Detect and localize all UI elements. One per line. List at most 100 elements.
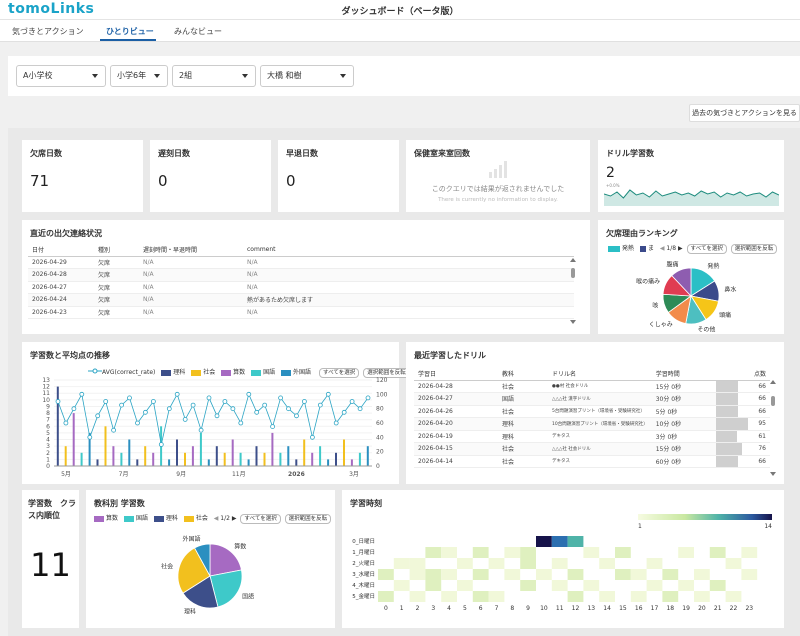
hour-label: 1 (400, 605, 404, 612)
legend-item[interactable]: 算数 (94, 515, 118, 522)
grade-select[interactable]: 小学6年 (110, 65, 168, 87)
chevron-down-icon (242, 74, 248, 78)
table-row[interactable]: 2026-04-27 欠席 N/A N/A (28, 281, 574, 294)
legend-prev-icon[interactable]: ◀ (213, 515, 219, 522)
legend-item[interactable]: 発熱 (608, 245, 634, 252)
avg-point (230, 406, 236, 412)
legend-item[interactable]: 理科 (153, 515, 178, 522)
absence-ranking-legend: 発熱 ま ◀ 1/8 ▶ すべてを選択 選択範囲を反転 (608, 243, 778, 254)
y2-tick-label: 0 (376, 463, 380, 470)
duration-cell: 30分 0秒 (651, 392, 716, 406)
column-header[interactable]: ドリル名 (548, 368, 652, 381)
table-row[interactable]: 2026-04-29 欠席 N/A N/A (28, 256, 574, 269)
class-select[interactable]: 2組 (172, 65, 256, 87)
invert-selection-button[interactable]: 選択範囲を反転 (284, 514, 332, 524)
legend-item[interactable]: 国語 (123, 515, 148, 522)
scroll-thumb[interactable] (771, 396, 775, 406)
day-label: 2_火曜日 (352, 560, 375, 567)
avg-point (254, 409, 260, 415)
invert-selection-button[interactable]: 選択範囲を反転 (730, 244, 778, 254)
scroll-up-icon[interactable] (770, 380, 776, 384)
avg-point (182, 417, 188, 422)
scroll-thumb[interactable] (571, 268, 575, 278)
hour-label: 16 (635, 605, 643, 612)
legend-prev-icon[interactable]: ◀ (659, 245, 665, 252)
legend-label: 発熱 (622, 245, 635, 252)
table-row[interactable]: 2026-04-28 社会 ●●村 社会ドリル 15分 0秒 66 (414, 380, 770, 393)
column-header[interactable]: 点数 (715, 368, 770, 381)
legend-item[interactable]: ま (639, 245, 654, 252)
table-row[interactable]: 2026-04-24 欠席 N/A 熱があるため欠席します (28, 293, 574, 307)
table-row[interactable]: 2026-04-26 社会 5台問題演習プリント（環境省・受験研究社） 5分 0秒 66 (414, 405, 770, 418)
legend-item[interactable]: 社会 (191, 369, 215, 376)
table-row[interactable]: 2026-04-23 欠席 N/A N/A (28, 306, 574, 319)
table-row[interactable]: 2026-04-19 理科 デキタス 3分 0秒 61 (414, 430, 770, 443)
table-row[interactable]: 2026-04-20 理科 10台問題演習プリント（環境省・受験研究社） 10分 0秒… (414, 417, 770, 431)
column-header[interactable]: 種別 (94, 244, 139, 257)
legend-label: 国語 (263, 369, 276, 376)
scroll-down-icon[interactable] (770, 472, 776, 476)
avg-point (333, 420, 339, 426)
count-bar (184, 452, 186, 466)
drill-name-cell: △△△社 社会ドリル (548, 442, 652, 456)
scroll-up-icon[interactable] (570, 258, 576, 262)
legend-item[interactable]: 算数 (221, 369, 245, 376)
heatmap-cell (378, 569, 394, 580)
early-value: 0 (286, 172, 296, 190)
tab-individual-view[interactable]: ひとりビュー (106, 27, 154, 36)
pie-label: 社会 (161, 563, 173, 571)
legend-item[interactable]: AVG(correct_rate) (88, 368, 155, 376)
column-header[interactable]: 学習時間 (651, 368, 716, 381)
count-bar (358, 452, 361, 466)
late-value: 0 (158, 172, 168, 190)
count-bar (231, 439, 234, 466)
column-header[interactable]: 遅刻時間・早退時間 (139, 244, 243, 257)
select-all-button[interactable]: すべてを選択 (686, 244, 727, 254)
scale-max-label: 14 (764, 523, 772, 530)
legend-swatch (191, 369, 202, 376)
drill-scrollbar[interactable] (770, 380, 776, 478)
column-header[interactable]: 教科 (498, 368, 548, 381)
count-bar (335, 452, 337, 466)
legend-swatch (161, 369, 172, 376)
legend-item[interactable]: 国語 (251, 369, 275, 376)
count-bar (56, 386, 59, 466)
x-tick-label: 2026 (288, 471, 305, 478)
table-row[interactable]: 2026-04-14 社会 デキタス 60分 0秒 66 (414, 455, 770, 468)
y-tick-label: 11 (42, 390, 50, 397)
legend-item[interactable]: 社会 (183, 515, 208, 522)
table-row[interactable]: 2026-04-27 国語 △△△社 漢字ドリル 30分 0秒 66 (414, 392, 770, 406)
pie-label: その他 (697, 325, 715, 333)
count-bar (319, 446, 322, 466)
school-select-value: A小学校 (23, 71, 53, 80)
legend-next-icon[interactable]: ▶ (231, 515, 237, 522)
table-row[interactable]: 2026-04-15 社会 △△△社 社会ドリル 15分 0秒 76 (414, 442, 770, 456)
heatmap-cell (741, 547, 758, 558)
school-select[interactable]: A小学校 (16, 65, 106, 87)
legend-item[interactable]: 理科 (161, 369, 185, 376)
legend-item[interactable]: 外国語 (281, 369, 311, 376)
legend-label: 社会 (203, 369, 216, 376)
legend-label: 国語 (135, 515, 148, 522)
count-bar (144, 446, 147, 466)
scroll-down-icon[interactable] (570, 320, 576, 324)
column-header[interactable]: 学習日 (414, 368, 498, 381)
hour-label: 10 (540, 605, 548, 612)
avg-line (57, 393, 369, 445)
avg-point (238, 420, 244, 426)
history-button[interactable]: 過去の気づきとアクションを見る (689, 104, 800, 122)
attendance-scrollbar[interactable] (570, 258, 576, 326)
table-row[interactable]: 2026-04-28 欠席 N/A N/A (28, 268, 574, 282)
tab-everyone-view[interactable]: みんなビュー (174, 27, 222, 36)
heatmap-cell (709, 580, 726, 591)
select-all-button[interactable]: すべてを選択 (240, 514, 281, 524)
student-select[interactable]: 大橋 和樹 (260, 65, 354, 87)
duration-cell: 15分 0秒 (651, 442, 716, 456)
legend-next-icon[interactable]: ▶ (678, 245, 683, 252)
app-logo[interactable]: tomoLinks (8, 1, 95, 17)
date-cell: 2026-04-19 (414, 430, 498, 443)
tab-insights[interactable]: 気づきとアクション (12, 27, 84, 36)
column-header[interactable]: comment (243, 244, 574, 257)
legend-swatch (123, 515, 134, 522)
column-header[interactable]: 日付 (28, 244, 94, 257)
